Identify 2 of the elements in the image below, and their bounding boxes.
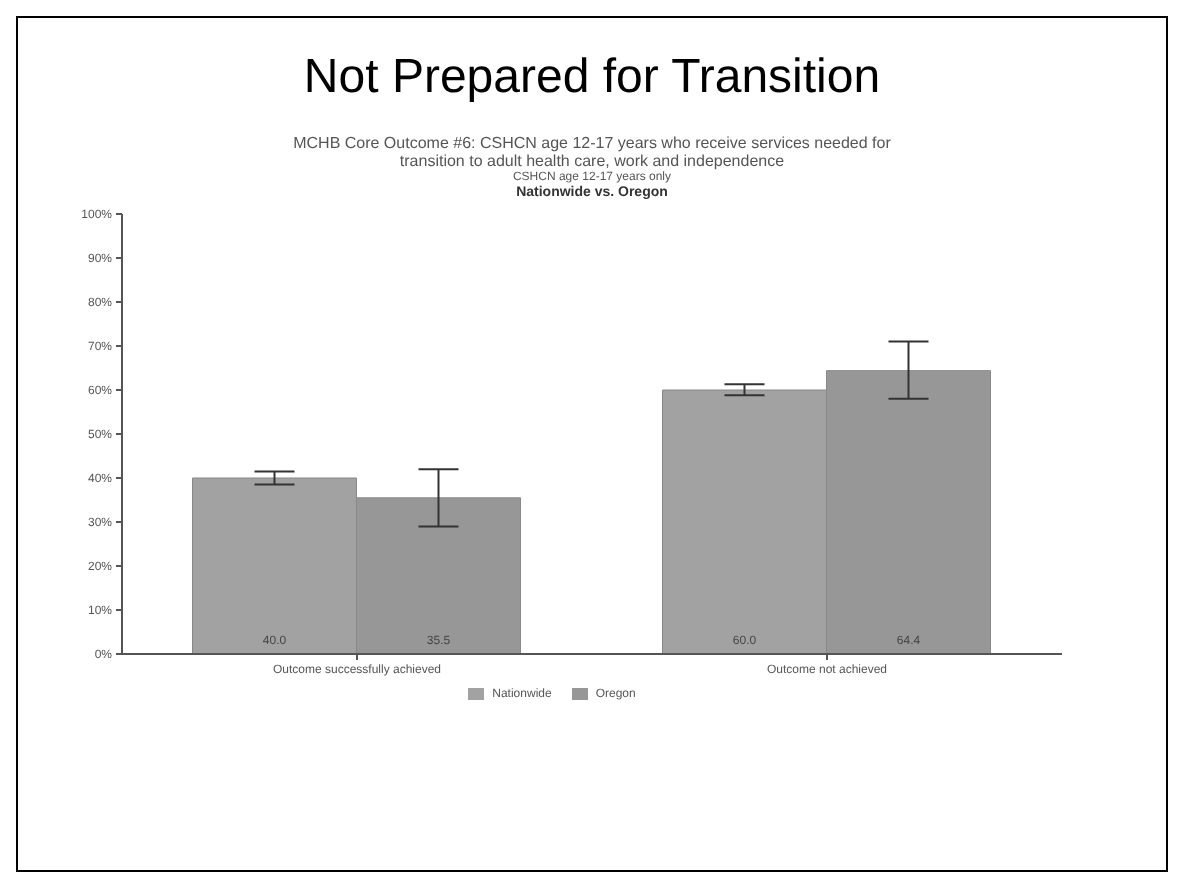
chart-title: Not Prepared for Transition xyxy=(301,50,883,106)
chart-subtitle: MCHB Core Outcome #6: CSHCN age 12-17 years who receive services needed for transition to adult health care, work and independence xyxy=(291,134,893,170)
